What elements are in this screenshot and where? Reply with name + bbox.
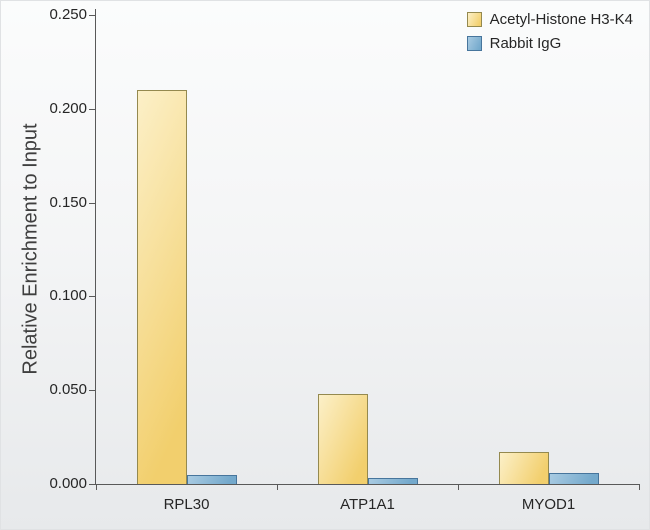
y-tick-label: 0.150 [49, 193, 87, 211]
legend: Acetyl-Histone H3-K4 Rabbit IgG [466, 11, 633, 52]
bar-RPL30-Acetyl-Histone H3-K4 [136, 90, 187, 485]
x-category-tick [277, 484, 278, 490]
y-tick-mark [89, 296, 95, 298]
legend-item-acetyl-histone: Acetyl-Histone H3-K4 [466, 11, 633, 28]
legend-swatch-icon [466, 36, 482, 51]
x-axis-line [95, 484, 639, 485]
x-category-label: MYOD1 [521, 496, 576, 513]
y-axis-line [95, 9, 96, 485]
legend-item-rabbit-igg: Rabbit IgG [466, 35, 562, 52]
y-axis-title: Relative Enrichment to Input [19, 123, 42, 375]
x-category-tick [96, 484, 97, 490]
y-tick-label: 0.100 [49, 287, 87, 305]
y-tick-label: 0.200 [49, 99, 87, 117]
bar-ATP1A1-Acetyl-Histone H3-K4 [317, 393, 368, 485]
legend-label: Rabbit IgG [489, 35, 562, 52]
y-tick-mark [89, 108, 95, 110]
bar-MYOD1-Acetyl-Histone H3-K4 [498, 452, 549, 485]
x-category-tick [458, 484, 459, 490]
y-tick-label: 0.000 [49, 475, 87, 492]
legend-swatch-icon [466, 12, 482, 27]
y-tick-mark [89, 15, 95, 16]
y-tick-label: 0.050 [49, 381, 87, 399]
x-category-tick [639, 484, 640, 490]
legend-label: Acetyl-Histone H3-K4 [489, 11, 633, 28]
x-category-label: RPL30 [163, 496, 210, 513]
x-category-label: ATP1A1 [340, 496, 395, 513]
y-tick-mark [89, 202, 95, 204]
y-tick-mark [89, 390, 95, 392]
y-tick-label: 0.250 [49, 6, 87, 23]
y-tick-mark [89, 484, 95, 485]
